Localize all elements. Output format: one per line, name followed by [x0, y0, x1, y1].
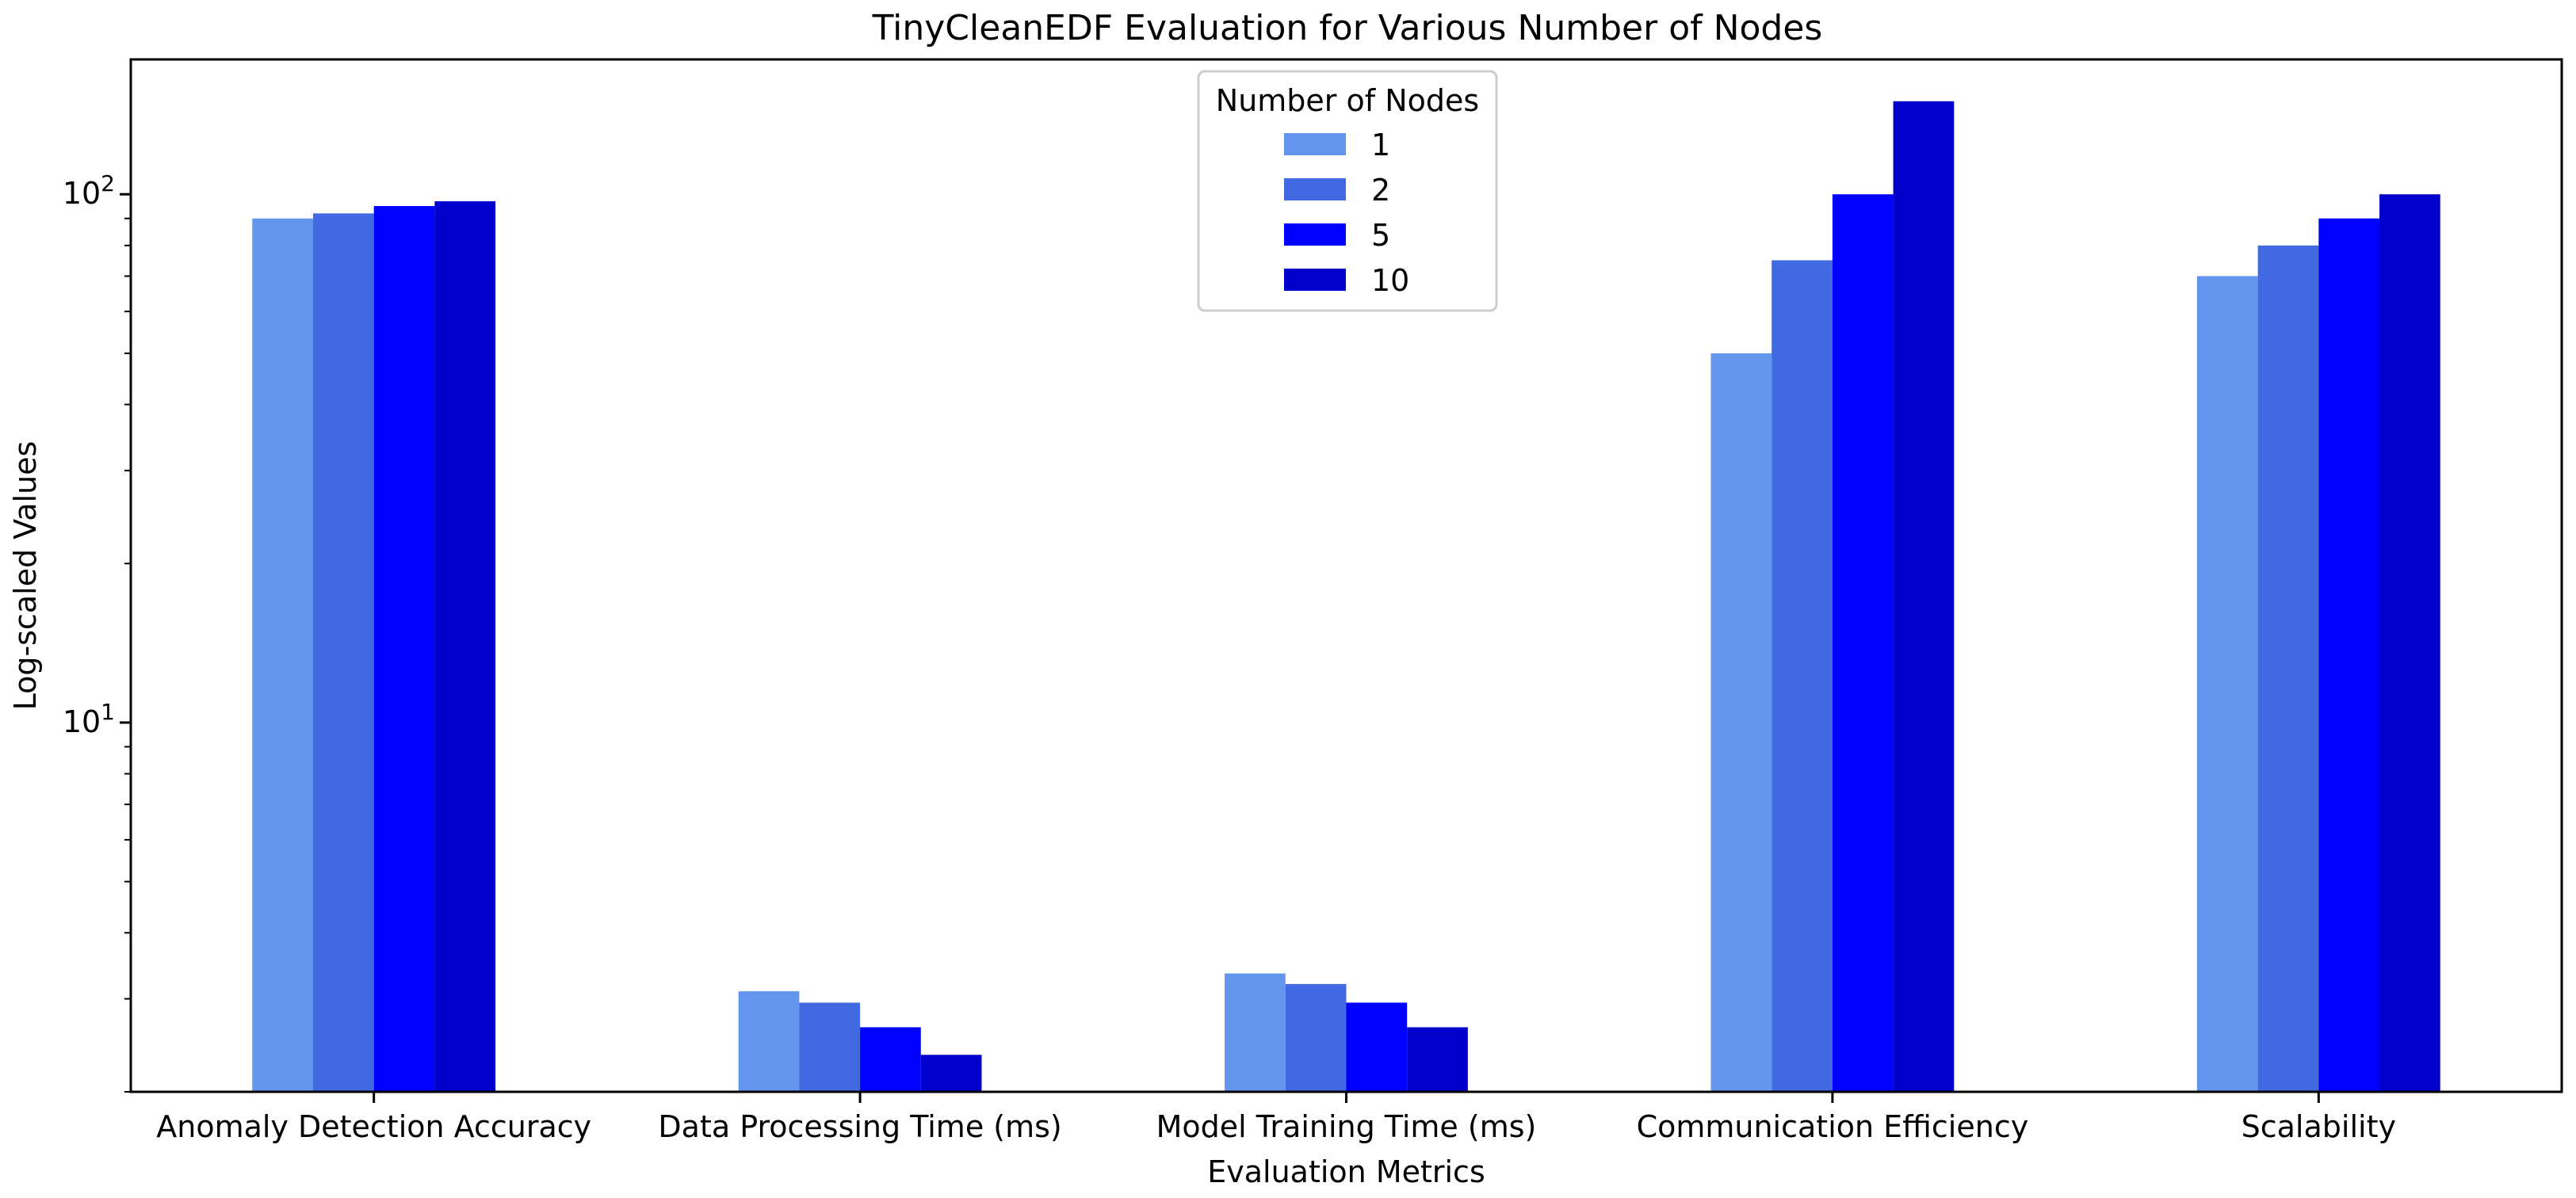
bars-group: [252, 101, 2440, 1093]
y-tick-label: 102: [63, 170, 115, 211]
bar-1-2: [1225, 973, 1286, 1092]
bar-2-2: [1285, 983, 1347, 1092]
legend: Number of Nodes 1 2 5 10: [1197, 70, 1498, 312]
bar-5-0: [373, 206, 435, 1092]
legend-swatch-2: [1284, 178, 1346, 200]
bar-5-1: [860, 1027, 921, 1092]
legend-swatch-10: [1284, 269, 1346, 291]
bar-2-0: [313, 213, 374, 1092]
bar-2-4: [2257, 245, 2319, 1092]
x-tick-label: Communication Efficiency: [1637, 1109, 2029, 1144]
x-tick-label: Scalability: [2242, 1109, 2396, 1144]
x-tick-label: Model Training Time (ms): [1156, 1109, 1537, 1144]
bar-1-4: [2196, 276, 2258, 1092]
bar-10-3: [1893, 101, 1955, 1093]
x-ticks-group: Anomaly Detection Accuracy Data Processin…: [156, 1092, 2396, 1144]
bar-10-4: [2379, 194, 2440, 1092]
legend-items: 1 2 5 10: [1284, 128, 1409, 298]
bar-10-0: [434, 201, 496, 1093]
y-tick-label: 101: [63, 699, 115, 739]
bar-10-1: [920, 1055, 982, 1092]
y-axis-label: Log-scaled Values: [8, 441, 43, 711]
legend-label-10: 10: [1371, 263, 1409, 298]
bar-5-4: [2318, 218, 2379, 1092]
bar-2-1: [799, 1002, 861, 1092]
legend-label-1: 1: [1371, 128, 1390, 162]
legend-title: Number of Nodes: [1216, 83, 1479, 118]
legend-swatch-5: [1284, 223, 1346, 246]
legend-label-2: 2: [1371, 173, 1390, 208]
legend-swatch-1: [1284, 133, 1346, 155]
x-tick-label: Anomaly Detection Accuracy: [156, 1109, 591, 1144]
y-ticks-group: 101 102: [63, 170, 131, 1093]
bar-5-2: [1346, 1002, 1408, 1092]
bar-5-3: [1832, 194, 1894, 1092]
chart-title: TinyCleanEDF Evaluation for Various Numb…: [872, 8, 1823, 48]
x-axis-label: Evaluation Metrics: [1207, 1154, 1485, 1189]
x-tick-label: Data Processing Time (ms): [658, 1109, 1061, 1144]
bar-1-1: [738, 991, 800, 1092]
bar-1-0: [252, 218, 313, 1092]
legend-box: [1197, 70, 1498, 312]
legend-label-5: 5: [1371, 218, 1390, 253]
bar-2-3: [1771, 260, 1833, 1092]
bar-1-3: [1710, 353, 1772, 1092]
bar-10-2: [1407, 1027, 1468, 1092]
plot-area: [129, 58, 2563, 1093]
